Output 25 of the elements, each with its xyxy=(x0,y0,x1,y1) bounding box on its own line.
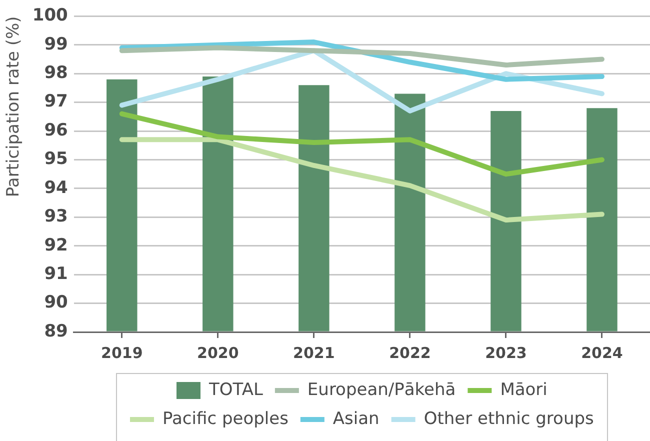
legend-label: Māori xyxy=(500,380,548,400)
y-axis-title: Participation rate (%) xyxy=(4,16,24,198)
x-tick-label: 2019 xyxy=(101,344,143,362)
y-tick-label: 99 xyxy=(44,34,68,54)
x-tick-label: 2023 xyxy=(485,344,527,362)
x-tick-label: 2021 xyxy=(293,344,335,362)
x-tick-label: 2022 xyxy=(389,344,431,362)
y-tick-label: 91 xyxy=(44,264,68,284)
legend-label: Asian xyxy=(332,408,380,429)
x-tick-label: 2020 xyxy=(197,344,239,362)
y-tick-label: 97 xyxy=(44,92,68,112)
y-tick-label: 95 xyxy=(44,149,68,170)
y-tick-label: 100 xyxy=(32,6,68,26)
legend-label: Pacific peoples xyxy=(162,408,289,429)
y-tick-label: 94 xyxy=(44,178,68,198)
legend-label: European/Pākehā xyxy=(307,380,456,400)
y-tick-label: 90 xyxy=(44,292,68,313)
y-tick-label: 89 xyxy=(44,321,68,342)
y-tick-label: 96 xyxy=(44,120,68,140)
legend-label: Other ethnic groups xyxy=(424,408,594,429)
y-tick-label: 92 xyxy=(44,235,68,256)
y-tick-label: 98 xyxy=(44,63,68,84)
x-tick-label: 2024 xyxy=(581,344,623,362)
legend-label: TOTAL xyxy=(208,380,264,400)
y-tick-label: 93 xyxy=(44,206,68,227)
